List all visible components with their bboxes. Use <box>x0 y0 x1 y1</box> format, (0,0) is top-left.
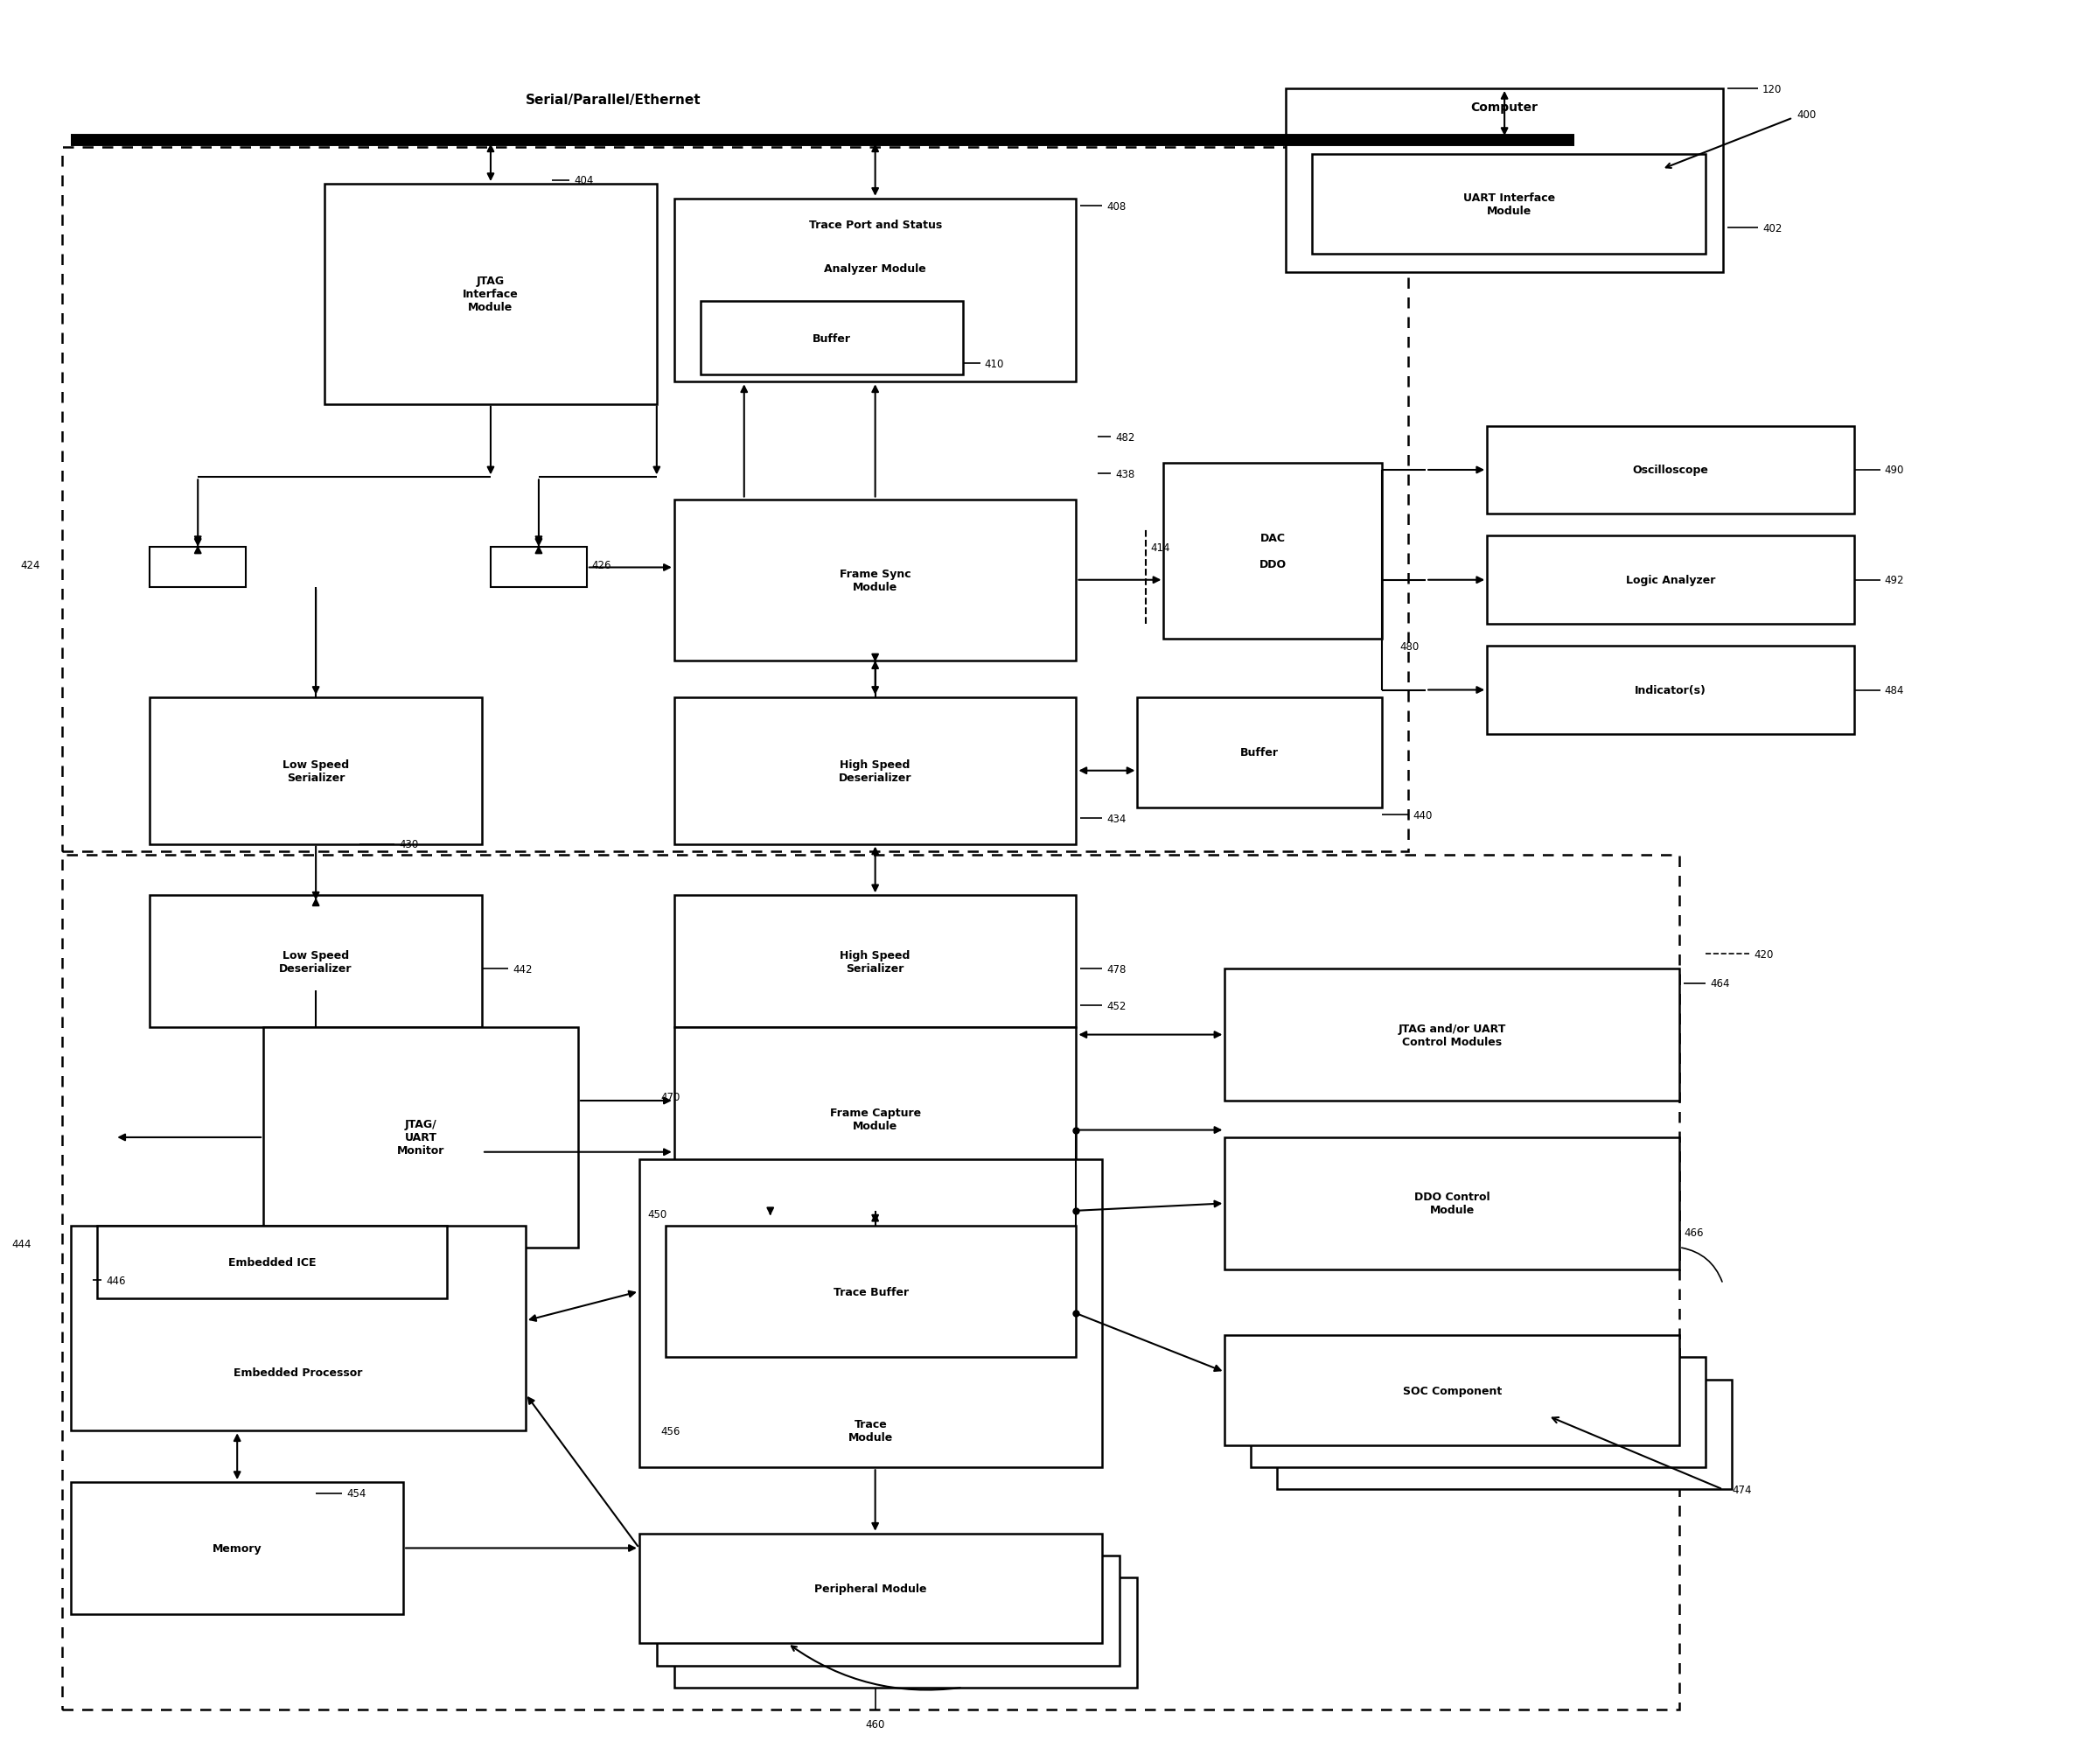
Text: 490: 490 <box>1884 465 1905 476</box>
Text: JTAG
Interface
Module: JTAG Interface Module <box>462 275 519 314</box>
FancyBboxPatch shape <box>1487 426 1854 515</box>
Text: 402: 402 <box>1762 222 1783 234</box>
FancyBboxPatch shape <box>666 1226 1075 1357</box>
Text: 438: 438 <box>1115 469 1134 479</box>
Text: High Speed
Deserializer: High Speed Deserializer <box>838 759 911 784</box>
Text: 400: 400 <box>1798 109 1816 120</box>
FancyBboxPatch shape <box>1163 463 1382 640</box>
Text: Logic Analyzer: Logic Analyzer <box>1625 574 1716 587</box>
Text: Analyzer Module: Analyzer Module <box>823 263 926 275</box>
Text: 434: 434 <box>1107 812 1126 825</box>
Text: 456: 456 <box>662 1425 680 1436</box>
FancyBboxPatch shape <box>149 895 481 1027</box>
Text: DDO Control
Module: DDO Control Module <box>1413 1191 1489 1216</box>
Text: 452: 452 <box>1107 1001 1126 1011</box>
FancyBboxPatch shape <box>71 1482 403 1614</box>
Text: 460: 460 <box>865 1718 884 1730</box>
Text: 404: 404 <box>573 174 592 187</box>
Text: 410: 410 <box>985 358 1004 370</box>
Text: 450: 450 <box>649 1209 668 1221</box>
Text: 442: 442 <box>512 964 531 974</box>
FancyBboxPatch shape <box>638 1159 1102 1468</box>
Text: 466: 466 <box>1684 1226 1703 1239</box>
FancyBboxPatch shape <box>1285 90 1722 273</box>
Text: Low Speed
Deserializer: Low Speed Deserializer <box>279 950 353 974</box>
Text: Computer: Computer <box>1470 102 1537 113</box>
Text: Buffer: Buffer <box>1241 747 1279 758</box>
FancyBboxPatch shape <box>674 1027 1075 1210</box>
FancyBboxPatch shape <box>1224 1138 1680 1270</box>
Text: 464: 464 <box>1709 978 1730 988</box>
Text: DAC

DDO: DAC DDO <box>1260 532 1287 569</box>
Text: 440: 440 <box>1413 809 1432 821</box>
Text: UART Interface
Module: UART Interface Module <box>1464 192 1554 217</box>
FancyBboxPatch shape <box>1224 969 1680 1101</box>
Text: Trace Buffer: Trace Buffer <box>834 1286 909 1297</box>
Text: 430: 430 <box>399 839 418 849</box>
FancyBboxPatch shape <box>1312 155 1705 254</box>
FancyBboxPatch shape <box>149 698 481 844</box>
FancyBboxPatch shape <box>1138 698 1382 807</box>
Text: Memory: Memory <box>212 1542 262 1554</box>
FancyBboxPatch shape <box>674 895 1075 1027</box>
FancyBboxPatch shape <box>491 548 586 589</box>
Text: Trace Port and Status: Trace Port and Status <box>808 218 941 231</box>
FancyBboxPatch shape <box>262 1027 578 1247</box>
Text: 480: 480 <box>1399 641 1420 652</box>
Text: 454: 454 <box>346 1487 365 1499</box>
FancyBboxPatch shape <box>325 185 657 405</box>
FancyBboxPatch shape <box>674 199 1075 382</box>
Text: 474: 474 <box>1732 1484 1751 1496</box>
FancyBboxPatch shape <box>149 548 246 589</box>
Text: 446: 446 <box>107 1276 126 1286</box>
Text: Buffer: Buffer <box>813 333 851 344</box>
FancyBboxPatch shape <box>1487 536 1854 624</box>
Text: Peripheral Module: Peripheral Module <box>815 1582 926 1595</box>
Text: Oscilloscope: Oscilloscope <box>1632 465 1709 476</box>
FancyBboxPatch shape <box>1252 1357 1705 1468</box>
Text: 482: 482 <box>1115 432 1136 442</box>
FancyBboxPatch shape <box>674 500 1075 661</box>
Text: 420: 420 <box>1753 948 1772 960</box>
Text: Trace
Module: Trace Module <box>848 1418 892 1443</box>
Text: 424: 424 <box>21 560 40 571</box>
FancyBboxPatch shape <box>674 1577 1138 1688</box>
FancyBboxPatch shape <box>1487 647 1854 735</box>
Text: JTAG/
UART
Monitor: JTAG/ UART Monitor <box>397 1119 445 1156</box>
Text: 120: 120 <box>1762 83 1783 95</box>
Text: 478: 478 <box>1107 964 1126 974</box>
Text: 414: 414 <box>1151 541 1170 553</box>
Text: Serial/Parallel/Ethernet: Serial/Parallel/Ethernet <box>525 93 701 107</box>
Text: 426: 426 <box>592 560 611 571</box>
Text: Frame Capture
Module: Frame Capture Module <box>830 1107 920 1131</box>
Text: 470: 470 <box>662 1092 680 1103</box>
FancyBboxPatch shape <box>1277 1380 1732 1489</box>
Text: 444: 444 <box>13 1239 32 1249</box>
FancyBboxPatch shape <box>71 1226 525 1431</box>
Text: JTAG and/or UART
Control Modules: JTAG and/or UART Control Modules <box>1399 1022 1506 1047</box>
FancyBboxPatch shape <box>1224 1336 1680 1445</box>
Text: Frame Sync
Module: Frame Sync Module <box>840 567 911 592</box>
Text: 408: 408 <box>1107 201 1126 211</box>
Text: Embedded Processor: Embedded Processor <box>233 1367 363 1378</box>
Text: Embedded ICE: Embedded ICE <box>229 1256 317 1269</box>
FancyBboxPatch shape <box>674 698 1075 844</box>
Text: Low Speed
Serializer: Low Speed Serializer <box>284 759 349 784</box>
FancyBboxPatch shape <box>657 1556 1119 1665</box>
Text: SOC Component: SOC Component <box>1403 1385 1502 1396</box>
Text: Indicator(s): Indicator(s) <box>1634 685 1707 696</box>
FancyBboxPatch shape <box>638 1533 1102 1644</box>
FancyBboxPatch shape <box>97 1226 447 1299</box>
Text: High Speed
Serializer: High Speed Serializer <box>840 950 911 974</box>
Text: 492: 492 <box>1884 574 1905 587</box>
FancyBboxPatch shape <box>701 301 962 375</box>
Text: 484: 484 <box>1884 685 1905 696</box>
